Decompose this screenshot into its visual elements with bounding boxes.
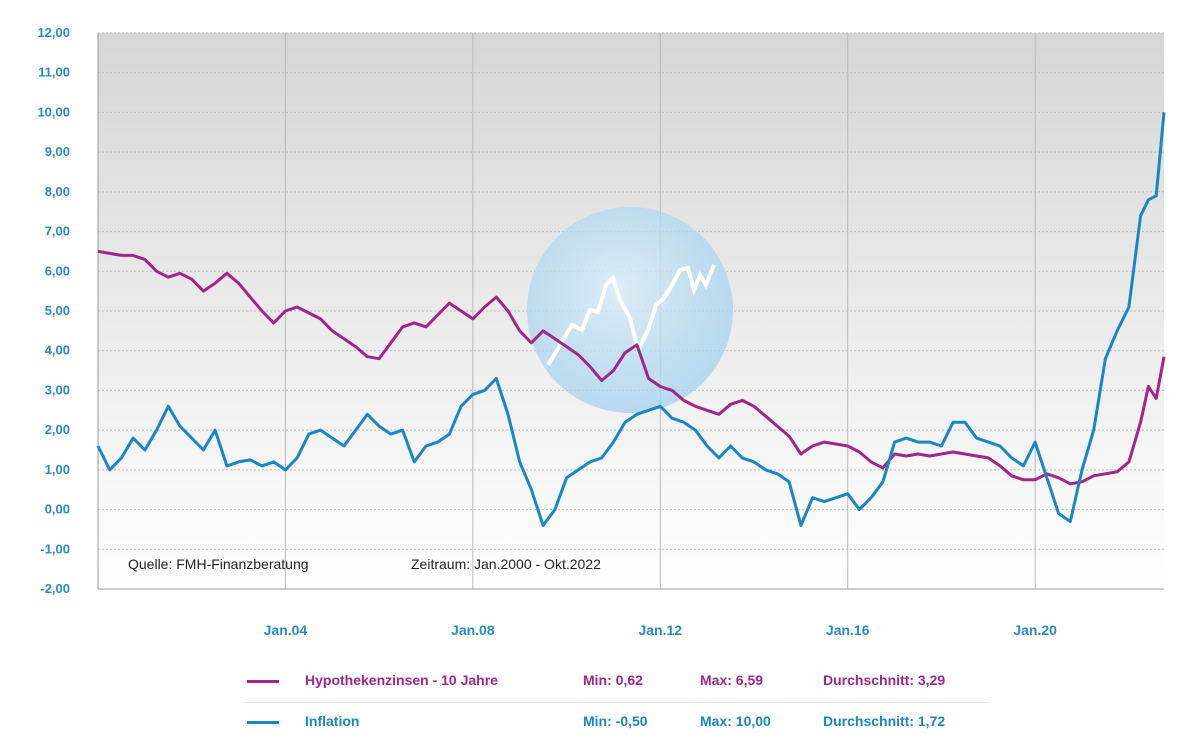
legend: Hypothekenzinsen - 10 Jahre Min: 0,62 Ma…: [245, 662, 990, 743]
legend-item-inflation: Inflation Min: -0,50 Max: 10,00 Durchsch…: [245, 703, 990, 743]
y-tick-label: 10,00: [37, 104, 70, 119]
x-tick-label: Jan.16: [826, 622, 870, 638]
legend-item-hypothekenzinsen: Hypothekenzinsen - 10 Jahre Min: 0,62 Ma…: [245, 662, 990, 703]
x-tick-label: Jan.08: [451, 622, 495, 638]
legend-min: Min: -0,50: [583, 713, 648, 729]
y-tick-label: 0,00: [45, 502, 70, 517]
y-tick-label: -1,00: [40, 541, 70, 556]
legend-label: Hypothekenzinsen - 10 Jahre: [305, 672, 498, 688]
series-line-1: [96, 112, 1166, 527]
legend-swatch: [247, 721, 279, 724]
y-tick-label: 5,00: [45, 303, 70, 318]
x-tick-label: Jan.04: [264, 622, 308, 638]
x-axis: Jan.04 Jan.08 Jan.12 Jan.16 Jan.20: [264, 622, 1058, 638]
y-tick-label: 7,00: [45, 224, 70, 239]
y-tick-label: 9,00: [45, 144, 70, 159]
series-lines: [96, 112, 1166, 527]
period-note: Zeitraum: Jan.2000 - Okt.2022: [411, 556, 601, 572]
y-tick-label: 6,00: [45, 263, 70, 278]
legend-swatch: [247, 680, 279, 683]
y-tick-label: 8,00: [45, 184, 70, 199]
y-tick-label: 4,00: [45, 343, 70, 358]
legend-min: Min: 0,62: [583, 672, 643, 688]
legend-label: Inflation: [305, 713, 360, 729]
x-tick-label: Jan.20: [1013, 622, 1057, 638]
x-tick-label: Jan.12: [638, 622, 682, 638]
y-axis: 12,00 11,00 10,00 9,00 8,00 7,00 6,00 5,00 4,00 3…: [37, 25, 70, 596]
y-tick-label: 3,00: [45, 382, 70, 397]
y-tick-label: 2,00: [45, 422, 70, 437]
legend-max: Max: 6,59: [700, 672, 764, 688]
y-tick-label: 1,00: [45, 462, 70, 477]
watermark-logo-icon: [527, 207, 733, 413]
y-tick-label: 11,00: [38, 65, 70, 80]
y-tick-label: -2,00: [40, 581, 70, 596]
y-tick-label: 12,00: [37, 25, 70, 40]
legend-max: Max: 10,00: [700, 713, 771, 729]
legend-average: Durchschnitt: 1,72: [823, 713, 946, 729]
legend-average: Durchschnitt: 3,29: [823, 672, 946, 688]
source-note: Quelle: FMH-Finanzberatung: [128, 556, 309, 572]
series-line-0: [97, 249, 1166, 486]
